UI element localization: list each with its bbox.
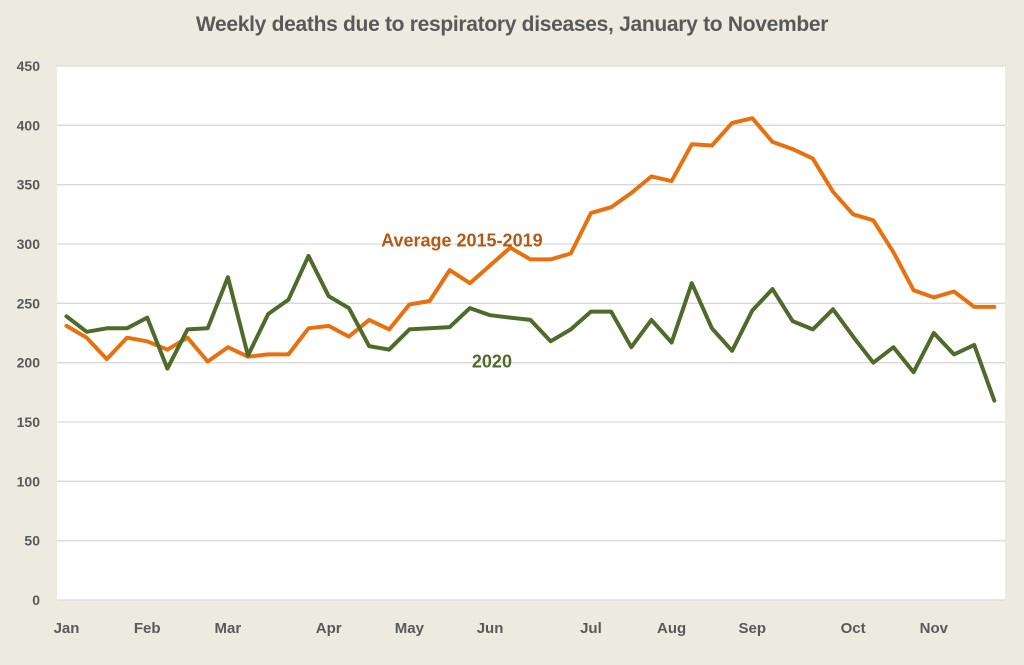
x-tick-label: Jul	[580, 620, 602, 637]
x-tick-label: Jan	[54, 620, 80, 637]
series-label: Average 2015-2019	[381, 230, 542, 250]
x-tick-label: Aug	[657, 620, 686, 637]
x-tick-label: Sep	[739, 620, 767, 637]
y-tick-label: 300	[17, 236, 41, 252]
y-tick-label: 150	[17, 414, 41, 430]
x-axis-ticks: Jan Feb Mar Apr May Jun Jul Aug Sep Oct Nov	[54, 620, 949, 637]
series	[64, 116, 997, 403]
y-tick-label: 0	[32, 592, 40, 608]
x-tick-label: Nov	[920, 620, 949, 637]
series-line	[64, 253, 997, 403]
y-tick-label: 100	[17, 473, 41, 489]
x-tick-label: Jun	[477, 620, 504, 637]
x-tick-label: May	[395, 620, 425, 637]
series-average-2015-2019	[64, 116, 997, 364]
x-tick-label: Mar	[215, 620, 242, 637]
y-axis-ticks: 0 50 100 150 200 250 300 350 400 450	[17, 58, 41, 608]
x-tick-label: Oct	[841, 620, 866, 637]
gridlines	[57, 65, 1005, 601]
series-annotations: Average 2015-2019 2020	[381, 230, 542, 371]
plot-area	[57, 66, 1005, 600]
series-line	[64, 116, 997, 364]
x-tick-label: Apr	[316, 620, 342, 637]
series-label: 2020	[472, 351, 512, 371]
chart-title: Weekly deaths due to respiratory disease…	[195, 13, 829, 36]
x-tick-label: Feb	[134, 620, 161, 637]
y-tick-label: 350	[17, 177, 41, 193]
y-tick-label: 250	[17, 295, 41, 311]
y-tick-label: 200	[17, 355, 41, 371]
y-tick-label: 450	[17, 58, 41, 74]
y-tick-label: 50	[24, 533, 40, 549]
series-2020	[64, 253, 997, 403]
y-tick-label: 400	[17, 117, 41, 133]
